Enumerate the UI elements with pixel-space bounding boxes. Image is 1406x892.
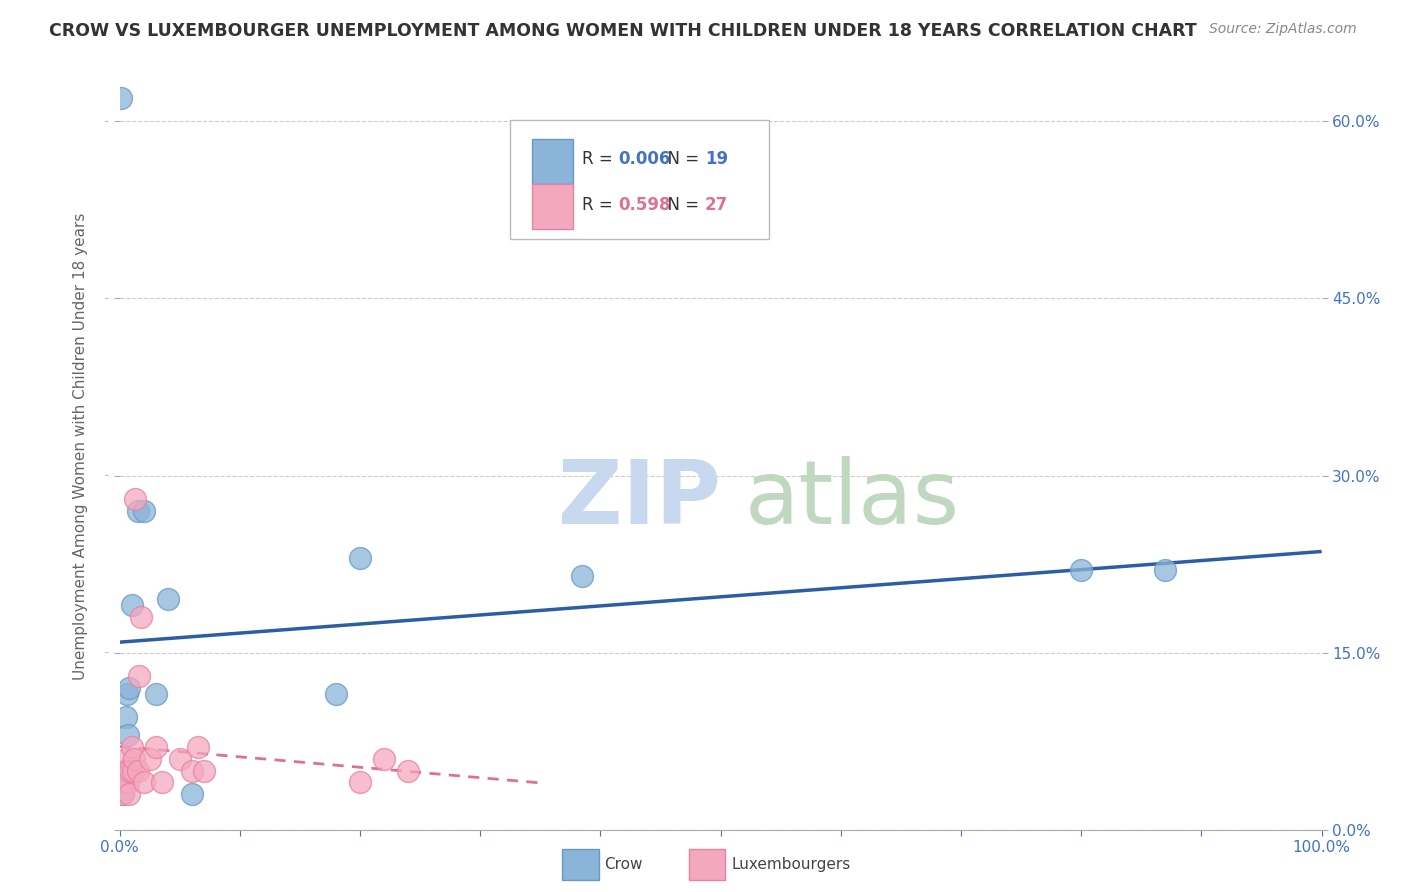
Text: Luxembourgers: Luxembourgers xyxy=(731,857,851,871)
Point xyxy=(132,775,155,789)
Point xyxy=(124,492,146,507)
Text: R =: R = xyxy=(582,151,619,169)
Point xyxy=(349,551,371,566)
Text: N =: N = xyxy=(657,196,704,214)
Point xyxy=(117,728,139,742)
Point xyxy=(112,787,135,801)
Point xyxy=(156,592,179,607)
Point xyxy=(169,752,191,766)
Point xyxy=(112,764,135,778)
Point xyxy=(1154,563,1177,577)
Point xyxy=(115,764,138,778)
Point xyxy=(127,764,149,778)
Point xyxy=(114,752,136,766)
Point xyxy=(117,775,139,789)
Point xyxy=(193,764,215,778)
FancyBboxPatch shape xyxy=(510,120,769,239)
Point xyxy=(145,687,167,701)
Point xyxy=(114,710,136,724)
Point xyxy=(118,681,141,695)
Point xyxy=(349,775,371,789)
Point xyxy=(1070,563,1092,577)
Point xyxy=(121,764,143,778)
Point xyxy=(132,504,155,518)
Text: Crow: Crow xyxy=(605,857,643,871)
Point xyxy=(120,764,142,778)
Point xyxy=(187,739,209,754)
FancyBboxPatch shape xyxy=(531,184,572,229)
Point xyxy=(112,775,135,789)
Point xyxy=(121,739,143,754)
Point xyxy=(111,775,134,789)
Point xyxy=(112,764,135,778)
Text: 19: 19 xyxy=(704,151,728,169)
FancyBboxPatch shape xyxy=(531,138,572,184)
Point xyxy=(129,610,152,624)
Point xyxy=(150,775,173,789)
Point xyxy=(373,752,395,766)
Text: 0.006: 0.006 xyxy=(619,151,671,169)
Point xyxy=(115,687,138,701)
Point xyxy=(127,504,149,518)
Text: CROW VS LUXEMBOURGER UNEMPLOYMENT AMONG WOMEN WITH CHILDREN UNDER 18 YEARS CORRE: CROW VS LUXEMBOURGER UNEMPLOYMENT AMONG … xyxy=(49,22,1197,40)
Point xyxy=(180,764,202,778)
Text: ZIP: ZIP xyxy=(558,456,720,543)
Point xyxy=(325,687,347,701)
Point xyxy=(180,787,202,801)
Point xyxy=(571,569,593,583)
Text: R =: R = xyxy=(582,196,619,214)
Text: 0.598: 0.598 xyxy=(619,196,671,214)
Text: atlas: atlas xyxy=(745,456,960,543)
Point xyxy=(396,764,419,778)
Point xyxy=(110,775,132,789)
Point xyxy=(145,739,167,754)
Point xyxy=(118,787,141,801)
Text: Source: ZipAtlas.com: Source: ZipAtlas.com xyxy=(1209,22,1357,37)
Point xyxy=(122,752,145,766)
Point xyxy=(138,752,160,766)
Point xyxy=(121,599,143,613)
Text: N =: N = xyxy=(657,151,704,169)
Point xyxy=(128,669,150,683)
Point xyxy=(110,91,132,105)
Text: 27: 27 xyxy=(704,196,728,214)
Y-axis label: Unemployment Among Women with Children Under 18 years: Unemployment Among Women with Children U… xyxy=(73,212,89,680)
Point xyxy=(111,787,134,801)
